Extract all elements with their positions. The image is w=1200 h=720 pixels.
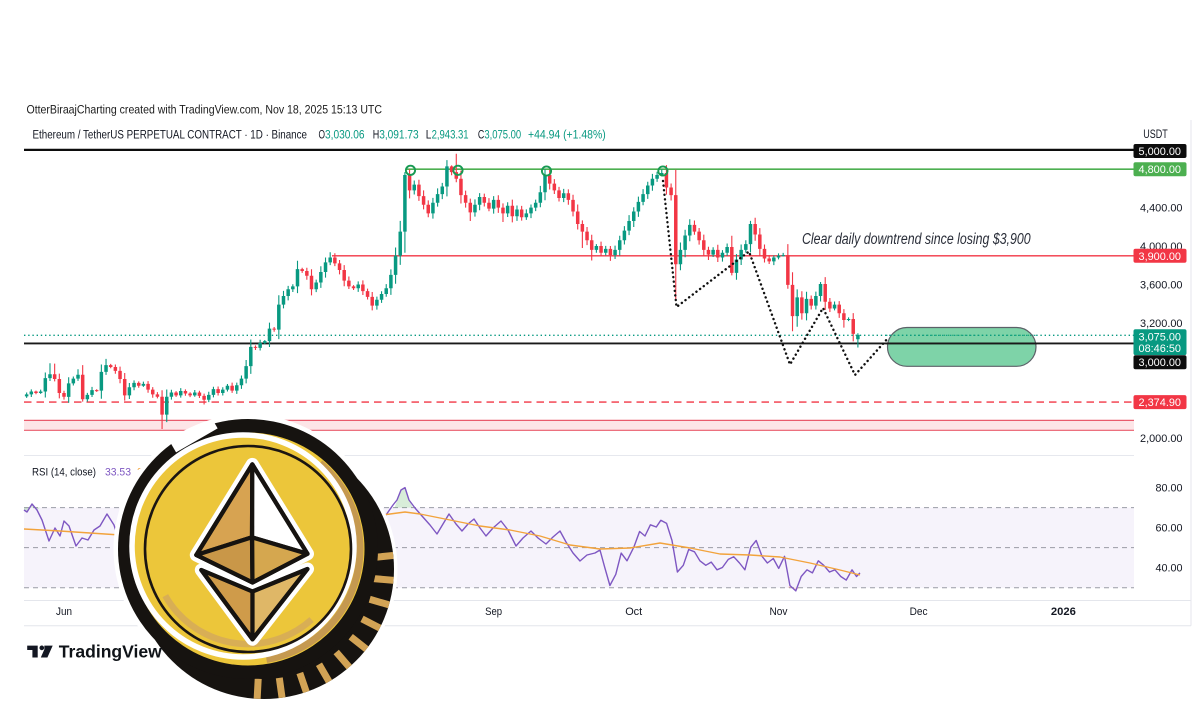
svg-text:60.00: 60.00 bbox=[1156, 523, 1183, 535]
svg-text:Jun: Jun bbox=[56, 606, 72, 618]
svg-text:Sep: Sep bbox=[485, 606, 502, 618]
svg-text:Ethereum / TetherUS PERPETUAL: Ethereum / TetherUS PERPETUAL CONTRACT ·… bbox=[33, 127, 308, 141]
svg-text:3,091.73: 3,091.73 bbox=[379, 127, 419, 141]
svg-text:C: C bbox=[478, 127, 485, 141]
svg-text:3,075.00: 3,075.00 bbox=[1139, 331, 1182, 343]
svg-text:OtterBiraajCharting created wi: OtterBiraajCharting created with Trading… bbox=[27, 103, 383, 117]
svg-text:33.53: 33.53 bbox=[105, 467, 131, 479]
svg-text:3,900.00: 3,900.00 bbox=[1139, 251, 1182, 263]
svg-text:+44.94 (+1.48%): +44.94 (+1.48%) bbox=[528, 127, 606, 141]
svg-text:4,800.00: 4,800.00 bbox=[1139, 164, 1182, 176]
svg-text:08:46:50: 08:46:50 bbox=[1139, 343, 1182, 355]
svg-text:H: H bbox=[373, 127, 380, 141]
svg-text:Nov: Nov bbox=[770, 606, 788, 618]
svg-text:2026: 2026 bbox=[1051, 606, 1076, 618]
svg-text:2,374.90: 2,374.90 bbox=[1139, 397, 1182, 409]
svg-text:Clear daily downtrend since lo: Clear daily downtrend since losing $3,90… bbox=[802, 231, 1031, 248]
svg-text:Oct: Oct bbox=[625, 606, 643, 618]
svg-text:5,000.00: 5,000.00 bbox=[1139, 146, 1182, 158]
svg-text:3,030.06: 3,030.06 bbox=[325, 127, 365, 141]
svg-text:40.00: 40.00 bbox=[1156, 563, 1183, 575]
svg-text:3,600.00: 3,600.00 bbox=[1140, 279, 1183, 291]
svg-text:Dec: Dec bbox=[910, 606, 928, 618]
svg-text:2,943.31: 2,943.31 bbox=[432, 127, 469, 141]
svg-text:L: L bbox=[426, 127, 432, 141]
svg-text:O: O bbox=[319, 127, 326, 141]
svg-text:RSI (14, close): RSI (14, close) bbox=[32, 467, 96, 479]
svg-text:3,075.00: 3,075.00 bbox=[484, 127, 521, 141]
svg-text:TradingView: TradingView bbox=[59, 642, 163, 662]
svg-text:USDT: USDT bbox=[1143, 129, 1168, 141]
svg-text:4,400.00: 4,400.00 bbox=[1140, 203, 1183, 215]
svg-text:2,000.00: 2,000.00 bbox=[1140, 433, 1183, 445]
svg-text:3,000.00: 3,000.00 bbox=[1139, 357, 1182, 369]
svg-text:3,200.00: 3,200.00 bbox=[1140, 318, 1183, 330]
svg-text:80.00: 80.00 bbox=[1156, 483, 1183, 495]
